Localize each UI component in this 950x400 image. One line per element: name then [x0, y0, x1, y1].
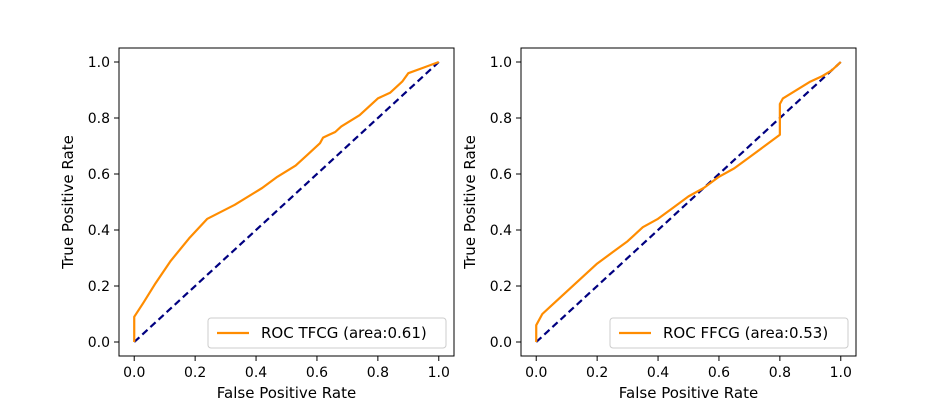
y-axis-label: True Positive Rate [59, 135, 77, 270]
y-tick-label: 0.0 [88, 335, 110, 351]
y-tick-label: 0.6 [88, 167, 110, 183]
y-tick-label: 1.0 [88, 55, 110, 71]
y-axis-label: True Positive Rate [461, 135, 479, 270]
baseline-diagonal-line [133, 61, 440, 343]
roc-curve-line [133, 60, 440, 342]
x-tick-label: 0.0 [525, 365, 547, 381]
legend-box [609, 317, 849, 349]
x-tick-label: 1.0 [428, 365, 450, 381]
legend: ROC FFCG (area:0.53) [609, 317, 849, 349]
x-tick-label: 0.6 [708, 365, 730, 381]
x-tick-label: 0.6 [306, 365, 328, 381]
x-tick-label: 0.4 [647, 365, 669, 381]
x-tick-label: 0.0 [123, 365, 145, 381]
x-tick-label: 1.0 [830, 365, 852, 381]
legend-label: ROC TFCG (area:0.61) [261, 324, 427, 342]
y-tick-label: 1.0 [490, 55, 512, 71]
x-axis-label: False Positive Rate [619, 384, 758, 400]
legend-label: ROC FFCG (area:0.53) [663, 324, 828, 342]
y-tick-label: 0.4 [88, 223, 110, 239]
y-tick-label: 0.8 [88, 111, 110, 127]
x-tick-label: 0.8 [769, 365, 791, 381]
roc-curve-line [535, 61, 842, 342]
baseline-diagonal-line [535, 61, 842, 343]
y-tick-label: 0.0 [490, 335, 512, 351]
roc-chart-ffcg: 0.0 0.2 0.4 0.6 0.8 1.0 0.0 0.2 0.4 0.6 0.8 1.0 Fals… [461, 47, 857, 400]
y-tick-label: 0.2 [88, 279, 110, 295]
legend: ROC TFCG (area:0.61) [207, 317, 447, 349]
x-tick-label: 0.2 [586, 365, 608, 381]
legend-box [207, 317, 447, 349]
y-tick-label: 0.6 [490, 167, 512, 183]
y-tick-label: 0.4 [490, 223, 512, 239]
x-axis-label: False Positive Rate [217, 384, 356, 400]
x-tick-label: 0.2 [184, 365, 206, 381]
x-tick-label: 0.4 [245, 365, 267, 381]
x-tick-label: 0.8 [367, 365, 389, 381]
y-tick-label: 0.2 [490, 279, 512, 295]
y-tick-label: 0.8 [490, 111, 512, 127]
roc-chart-tfcg: 0.0 0.2 0.4 0.6 0.8 1.0 0.0 0.2 0.4 0.6 0.8 1.0 Fals… [59, 47, 455, 400]
